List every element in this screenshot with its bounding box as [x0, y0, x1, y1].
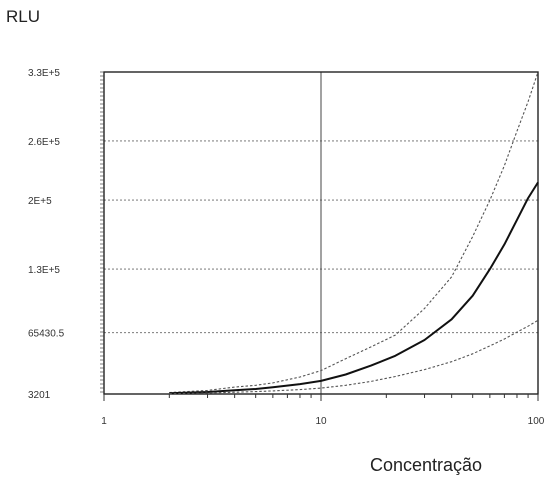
y-tick-label: 3201	[28, 390, 51, 401]
y-axis-title: RLU	[6, 7, 40, 26]
series-line-1	[169, 71, 539, 394]
x-tick-label: 1	[101, 416, 107, 427]
series-line-2	[169, 181, 539, 395]
grid-lines	[104, 72, 538, 394]
y-tick-label: 2E+5	[28, 196, 52, 207]
y-tick-label: 2.6E+5	[28, 137, 60, 148]
x-ticks: 1 10 100	[101, 394, 545, 427]
series-lines	[169, 71, 539, 395]
y-tick-label: 1.3E+5	[28, 265, 60, 276]
x-axis-title: Concentração	[370, 455, 482, 475]
y-tick-labels: 3201 65430.5 1.3E+5 2E+5 2.6E+5 3.3E+5	[28, 68, 65, 401]
x-tick-label: 10	[315, 416, 327, 427]
x-tick-label: 100	[528, 416, 545, 427]
y-tick-label: 65430.5	[28, 329, 65, 340]
series-line-3	[169, 319, 539, 395]
y-tick-label: 3.3E+5	[28, 68, 60, 79]
y-minor-ticks	[100, 71, 104, 393]
